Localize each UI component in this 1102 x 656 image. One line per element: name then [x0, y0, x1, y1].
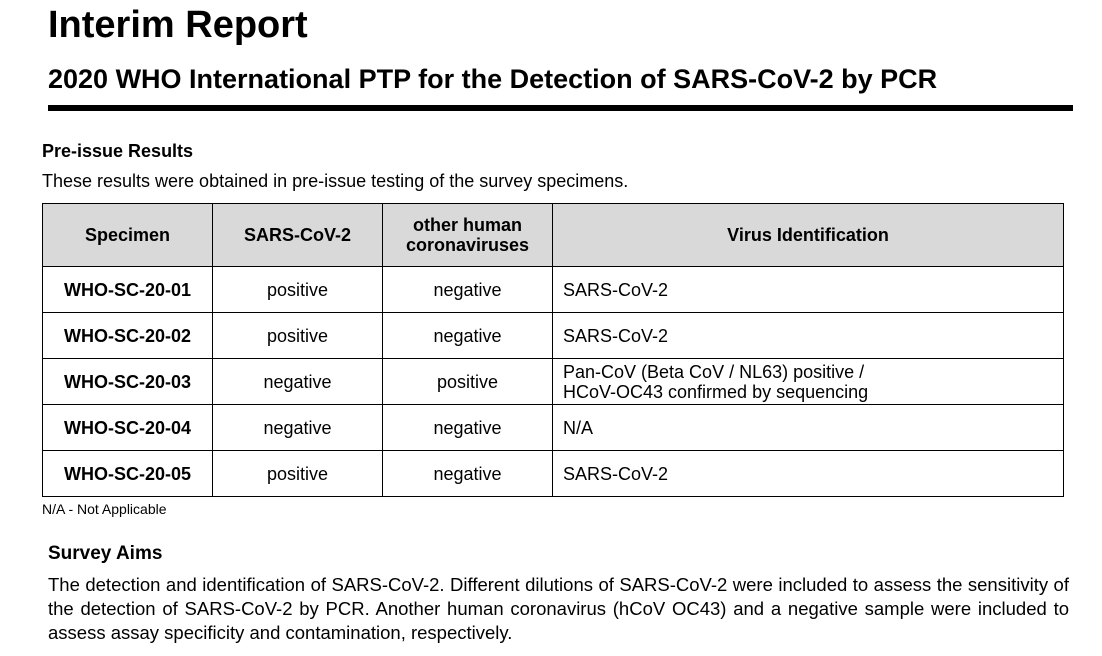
- table-row: WHO-SC-20-04 negative negative N/A: [42, 404, 1064, 451]
- table-cell: Pan-CoV (Beta CoV / NL63) positive / HCo…: [552, 358, 1064, 405]
- cell-text: Pan-CoV (Beta CoV / NL63) positive / HCo…: [563, 361, 869, 402]
- paragraph: The detection and identification of SARS…: [48, 574, 1069, 643]
- table-row: WHO-SC-20-02 positive negative SARS-CoV-2: [42, 312, 1064, 359]
- table-cell: positive: [382, 358, 553, 405]
- table-row: WHO-SC-20-05 positive negative SARS-CoV-2: [42, 450, 1064, 497]
- table-row: WHO-SC-20-03 negative positive Pan-CoV (Bet…: [42, 358, 1064, 405]
- table-cell: negative: [382, 404, 553, 451]
- divider: [48, 105, 1073, 111]
- subtitle: 2020 WHO International PTP for the Detec…: [48, 64, 938, 94]
- table-cell: WHO-SC-20-05: [42, 450, 213, 497]
- column-header: Virus Identification: [552, 203, 1064, 267]
- table-body: WHO-SC-20-01 positive negative SARS-CoV-2 WH…: [42, 266, 1064, 497]
- footnote: N/A - Not Applicable: [42, 501, 167, 517]
- section-heading: Pre-issue Results: [42, 141, 194, 161]
- table-cell: WHO-SC-20-04: [42, 404, 213, 451]
- column-header: other human coronaviruses: [382, 203, 553, 267]
- table-row: WHO-SC-20-01 positive negative SARS-CoV-2: [42, 266, 1064, 313]
- description: These results were obtained in pre-issue…: [42, 171, 629, 191]
- table-cell: negative: [382, 312, 553, 359]
- title: Interim Report: [48, 4, 308, 46]
- table-cell: negative: [382, 266, 553, 313]
- column-header: SARS-CoV-2: [212, 203, 383, 267]
- results-table: Specimen SARS-CoV-2 other human coronaviru…: [42, 203, 1064, 497]
- table-cell: negative: [382, 450, 553, 497]
- table-cell: positive: [212, 312, 383, 359]
- table-cell: SARS-CoV-2: [552, 312, 1064, 359]
- table-cell: positive: [212, 450, 383, 497]
- table-cell: SARS-CoV-2: [552, 266, 1064, 313]
- table-cell: positive: [212, 266, 383, 313]
- cell-text: SARS-CoV-2: [563, 279, 669, 300]
- cell-text: SARS-CoV-2: [563, 325, 669, 346]
- table-cell: negative: [212, 404, 383, 451]
- table-cell: N/A: [552, 404, 1064, 451]
- table-cell: WHO-SC-20-03: [42, 358, 213, 405]
- cell-text: N/A: [563, 417, 594, 438]
- section-heading: Survey Aims: [48, 543, 163, 564]
- table-cell: SARS-CoV-2: [552, 450, 1064, 497]
- table-cell: WHO-SC-20-02: [42, 312, 213, 359]
- header-row: Specimen SARS-CoV-2 other human coronaviru…: [42, 203, 1064, 267]
- cell-text: SARS-CoV-2: [563, 463, 669, 484]
- table-cell: WHO-SC-20-01: [42, 266, 213, 313]
- table-cell: negative: [212, 358, 383, 405]
- column-header: Specimen: [42, 203, 213, 267]
